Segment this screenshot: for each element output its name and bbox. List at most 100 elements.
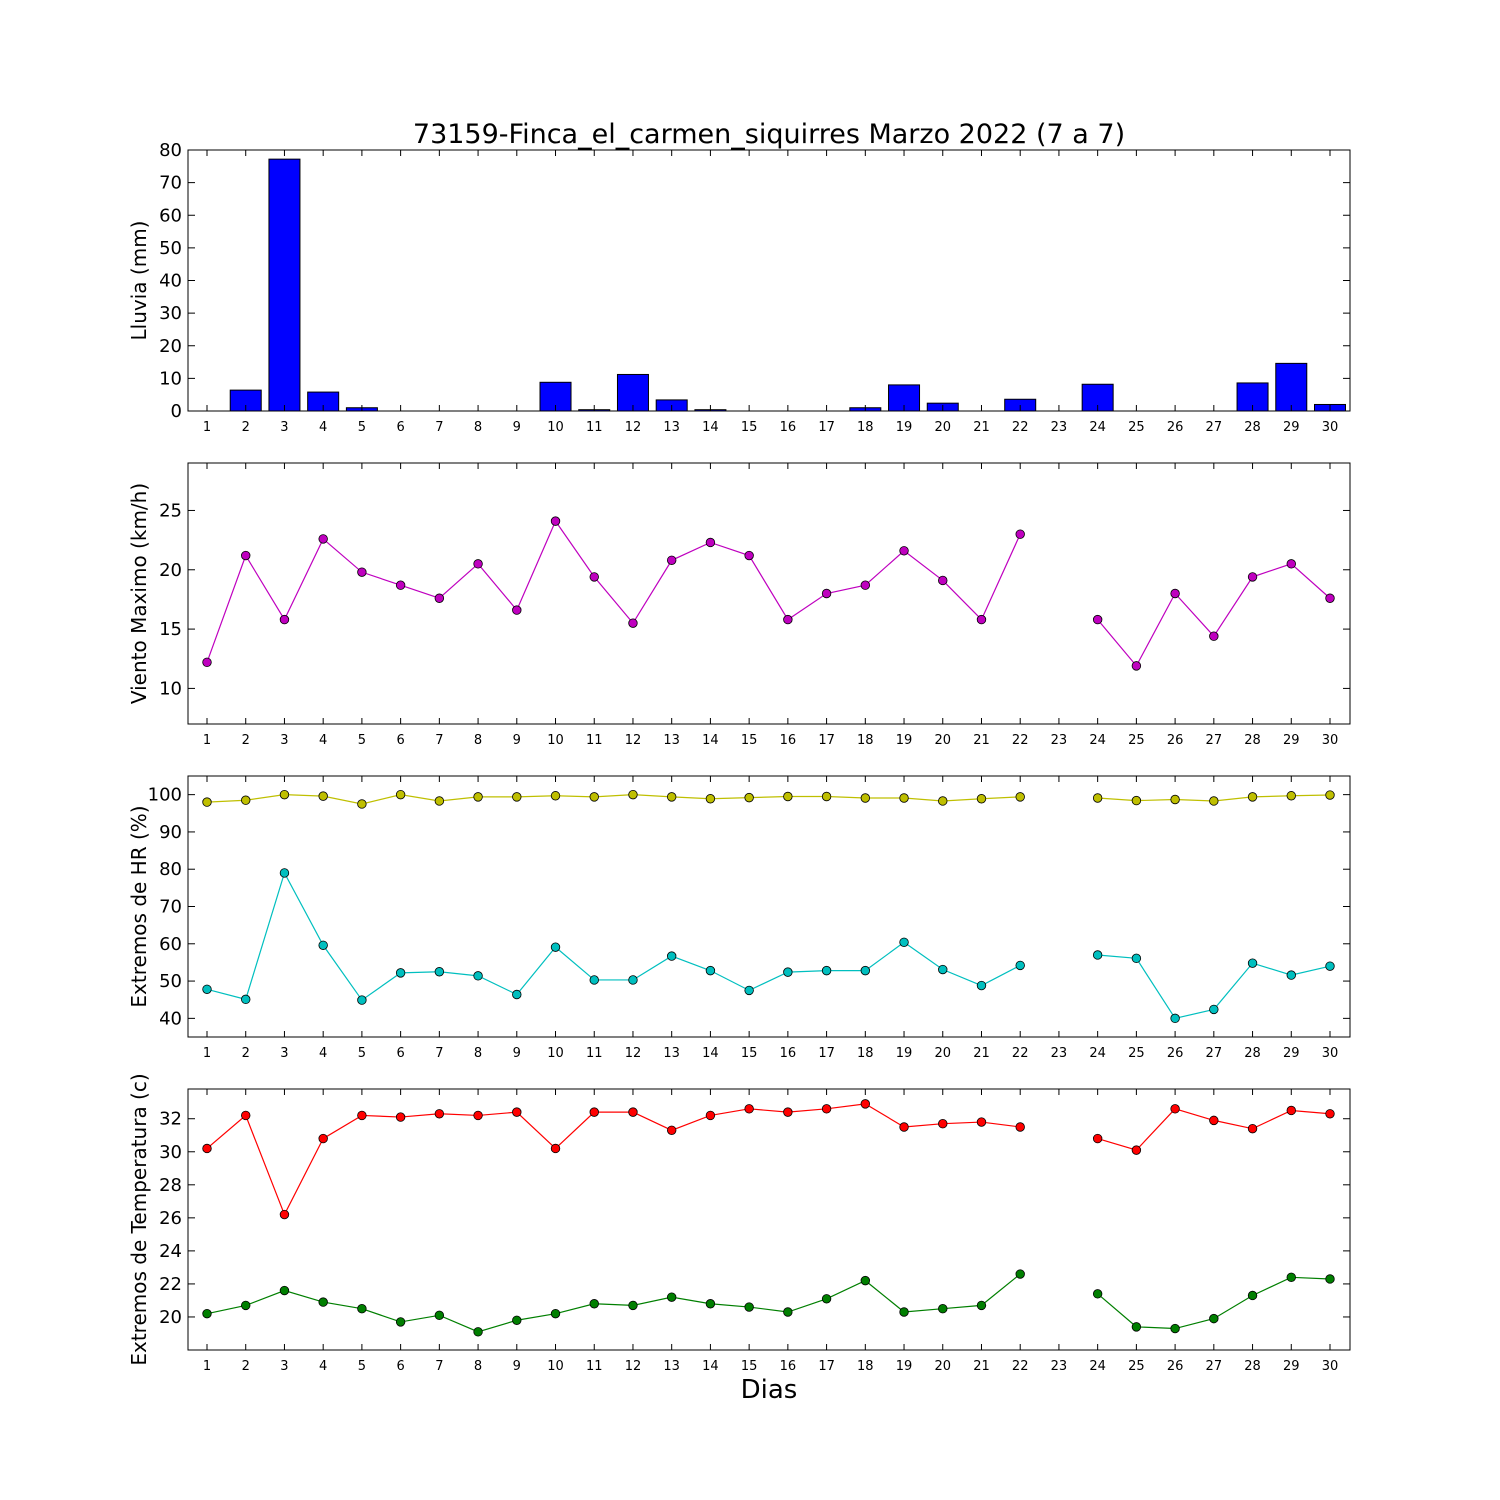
series-2-point-day-30 [1325, 1274, 1335, 1284]
series-1-line-1 [206, 1103, 1021, 1217]
series-1-point-day-21 [976, 614, 987, 625]
series-2-point-day-11 [589, 1299, 599, 1309]
x-tick-label: 4 [319, 1359, 327, 1374]
x-tick-label: 6 [396, 733, 404, 748]
series-1-point-day-21 [976, 794, 987, 804]
series-1-point-day-14 [705, 794, 716, 804]
series-1-point-day-29 [1286, 791, 1296, 801]
x-tick-label: 9 [513, 420, 521, 435]
series-2-point-day-27 [1209, 1313, 1219, 1324]
x-tick-label: 7 [435, 1046, 443, 1061]
series-1-point-day-12 [628, 1107, 638, 1117]
series-1-point-day-29 [1286, 1105, 1296, 1116]
series-1-point-day-12 [628, 618, 638, 628]
x-tick-label: 15 [741, 1359, 758, 1374]
series-2-point-day-15 [744, 1302, 754, 1312]
series-2-point-day-27 [1209, 1004, 1219, 1015]
x-tick-label: 7 [435, 1359, 443, 1374]
series-1-point-day-7 [434, 593, 445, 603]
series-1-point-day-8 [473, 1110, 483, 1121]
series-2-point-day-24 [1092, 1289, 1103, 1299]
x-tick-label: 19 [896, 733, 913, 748]
x-tick-label: 25 [1128, 1359, 1145, 1374]
series-2-point-day-3 [279, 1285, 290, 1296]
x-tick-label: 25 [1128, 420, 1145, 435]
series-1-point-day-15 [744, 1104, 754, 1114]
x-tick-label: 19 [896, 1046, 913, 1061]
x-tick-label: 30 [1322, 1359, 1339, 1374]
series-1-point-day-30 [1325, 790, 1335, 800]
series-1-point-day-5 [357, 1110, 367, 1121]
series-1-line-1 [206, 519, 1021, 663]
x-tick-label: 5 [358, 1046, 366, 1061]
x-tick-label: 11 [586, 1046, 603, 1061]
series-1-point-day-4 [318, 534, 328, 544]
series-2-point-day-18 [860, 965, 871, 976]
x-tick-label: 4 [319, 733, 327, 748]
series-1-point-day-9 [512, 1107, 522, 1117]
x-tick-label: 17 [818, 1046, 835, 1061]
x-tick-label: 11 [586, 420, 603, 435]
series-1-point-day-5 [357, 799, 367, 809]
series-1-point-day-10 [550, 1143, 561, 1154]
y-axis-label: Lluvia (mm) [127, 221, 151, 341]
series-1-point-day-6 [395, 1112, 406, 1122]
x-tick-label: 10 [547, 733, 564, 748]
x-tick-label: 8 [474, 1046, 482, 1061]
x-tick-label: 2 [242, 1359, 250, 1374]
x-tick-label: 28 [1244, 1359, 1261, 1374]
series-2-point-day-9 [512, 989, 522, 1000]
x-tick-label: 20 [934, 1359, 951, 1374]
x-tick-label: 22 [1012, 420, 1029, 435]
series-1-point-day-1 [202, 797, 212, 807]
series-1-point-day-22 [1015, 529, 1025, 539]
x-tick-label: 22 [1012, 733, 1029, 748]
series-2-point-day-29 [1286, 970, 1296, 980]
x-tick-label: 6 [396, 1046, 404, 1061]
x-tick-label: 14 [702, 1046, 719, 1061]
series-1-point-day-16 [783, 614, 793, 625]
series-1-point-day-2 [241, 1110, 251, 1121]
x-tick-label: 3 [280, 1046, 288, 1061]
series-2-point-day-14 [705, 965, 716, 976]
x-tick-label: 25 [1128, 1046, 1145, 1061]
y-tick-label: 26 [159, 1208, 182, 1229]
series-1-point-day-25 [1131, 795, 1142, 806]
x-tick-label: 1 [203, 1359, 211, 1374]
x-tick-label: 23 [1051, 1046, 1068, 1061]
x-tick-label: 22 [1012, 1046, 1029, 1061]
series-1-point-day-14 [705, 1110, 716, 1121]
series-2-point-day-4 [318, 1297, 328, 1307]
series-1-point-day-28 [1247, 792, 1258, 802]
y-tick-label: 22 [159, 1274, 182, 1295]
series-2-point-day-5 [357, 995, 367, 1005]
series-2-point-day-7 [434, 1310, 445, 1321]
x-tick-label: 26 [1167, 420, 1184, 435]
x-tick-label: 6 [396, 1359, 404, 1374]
series-1-point-day-7 [434, 1109, 445, 1119]
x-tick-label: 29 [1283, 1359, 1300, 1374]
series-2-point-day-28 [1247, 958, 1258, 968]
x-tick-label: 8 [474, 733, 482, 748]
x-tick-label: 21 [973, 733, 990, 748]
series-2-point-day-18 [860, 1275, 871, 1286]
series-2-point-day-6 [395, 968, 406, 978]
x-tick-label: 21 [973, 1359, 990, 1374]
y-tick-label: 90 [159, 822, 182, 843]
y-tick-label: 40 [159, 1008, 182, 1029]
series-2-point-day-20 [938, 964, 948, 975]
series-1-point-day-26 [1170, 1104, 1180, 1114]
series-1-point-day-11 [589, 572, 599, 582]
x-tick-label: 27 [1206, 420, 1223, 435]
x-tick-label: 16 [780, 420, 797, 435]
series-2-point-day-16 [783, 1307, 793, 1317]
x-tick-label: 2 [242, 733, 250, 748]
series-2-point-day-21 [976, 980, 987, 991]
x-tick-label: 20 [934, 420, 951, 435]
series-1-point-day-10 [550, 791, 561, 801]
series-1-point-day-18 [860, 793, 871, 803]
series-1-point-day-6 [395, 580, 406, 590]
series-1-point-day-26 [1170, 588, 1180, 599]
x-tick-label: 23 [1051, 420, 1068, 435]
